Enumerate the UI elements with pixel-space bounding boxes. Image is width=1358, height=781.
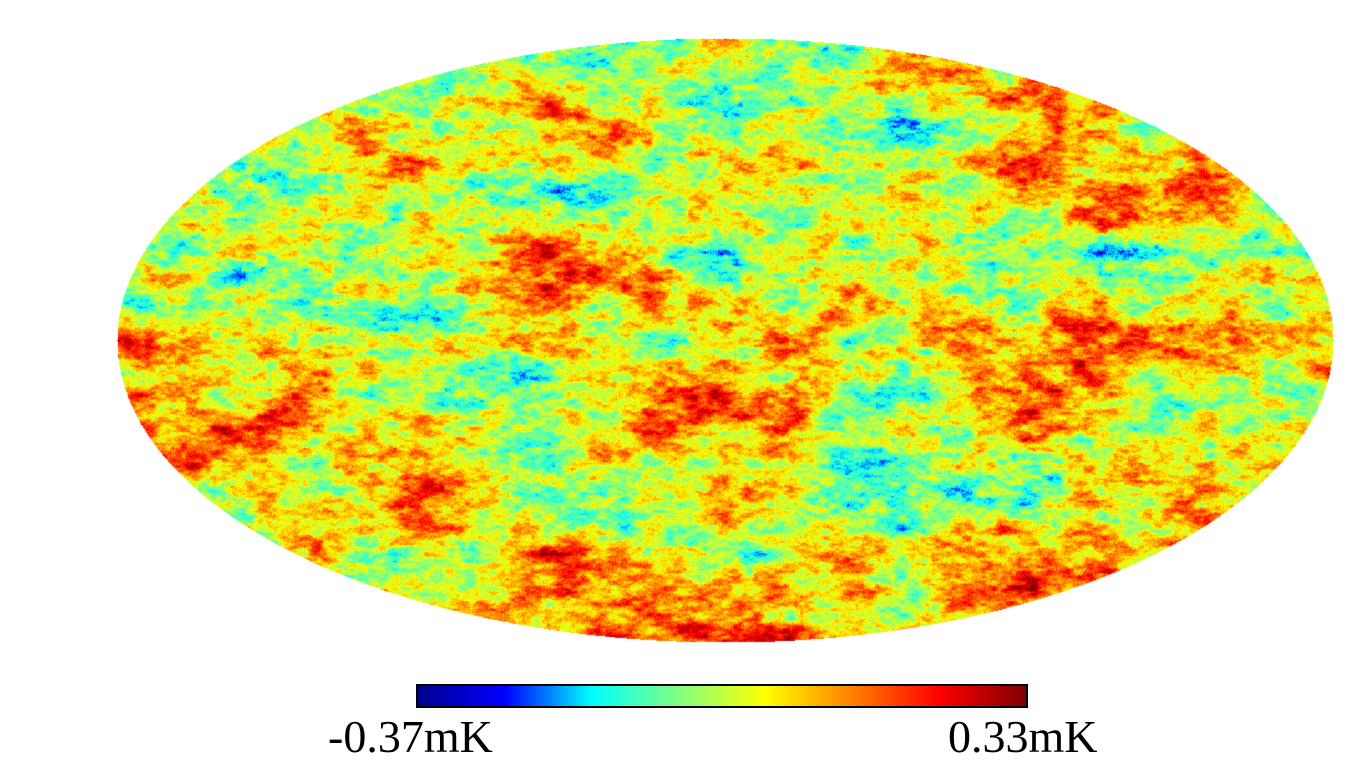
colorbar-max-label: 0.33mK (948, 711, 1098, 762)
sky-map (0, 0, 1358, 660)
sky-map-canvas (0, 0, 1358, 660)
colorbar (416, 684, 1028, 708)
colorbar-min-label: -0.37mK (328, 711, 493, 762)
